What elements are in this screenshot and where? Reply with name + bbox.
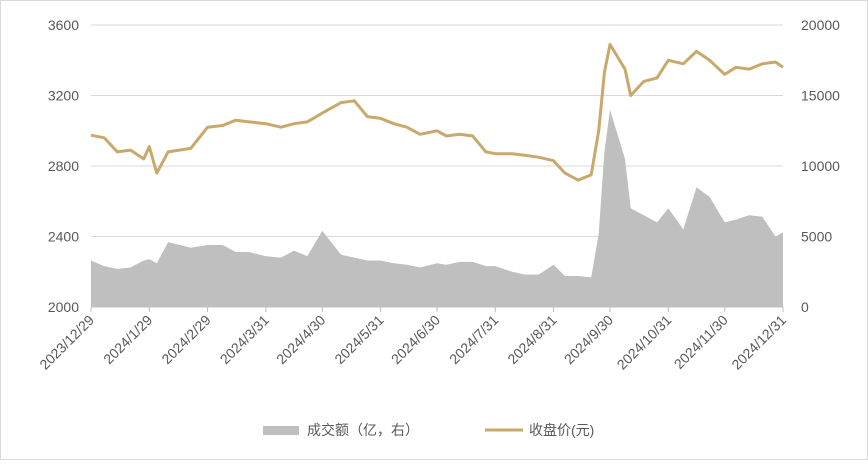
right-tick-label: 15000 [801, 88, 840, 104]
left-tick-label: 3600 [48, 17, 79, 33]
legend-area-swatch [263, 426, 299, 435]
close-price-line [90, 42, 784, 182]
left-tick-label: 2400 [48, 229, 79, 245]
left-tick-label: 3200 [48, 88, 79, 104]
x-tick-label: 2024/4/30 [273, 312, 329, 368]
turnover-area [91, 109, 783, 307]
x-tick-label: 2024/3/31 [217, 312, 273, 368]
right-tick-label: 20000 [801, 17, 840, 33]
left-tick-label: 2800 [48, 158, 79, 174]
left-axis-ticks: 2000 2400 2800 3200 3600 [48, 17, 79, 315]
legend-line-label: 收盘价(元) [529, 422, 594, 438]
x-tick-label: 2024/6/30 [388, 312, 444, 368]
x-tick-label: 2023/12/29 [36, 312, 97, 373]
x-tick-label: 2024/1/29 [100, 312, 156, 368]
x-tick-label: 2024/9/30 [561, 312, 617, 368]
right-tick-label: 10000 [801, 158, 840, 174]
x-axis-ticks: 2023/12/29 2024/1/29 2024/2/29 2024/3/31 202… [36, 307, 789, 373]
x-tick-label: 2024/5/31 [331, 312, 387, 368]
turnover-area-path [91, 109, 783, 307]
x-tick-label: 2024/10/31 [614, 312, 675, 373]
left-tick-label: 2000 [48, 299, 79, 315]
x-tick-label: 2024/12/31 [728, 312, 789, 373]
legend-area-label: 成交额（亿，右） [307, 422, 419, 438]
right-tick-label: 5000 [801, 229, 832, 245]
x-tick-label: 2024/8/31 [504, 312, 560, 368]
close-price-path [90, 42, 784, 182]
x-tick-label: 2024/2/29 [158, 312, 214, 368]
right-tick-label: 0 [801, 299, 809, 315]
right-axis-ticks: 0 5000 10000 15000 20000 [801, 17, 840, 315]
x-tick-label: 2024/7/31 [446, 312, 502, 368]
legend: 成交额（亿，右） 收盘价(元) [263, 422, 594, 438]
x-tick-label: 2024/11/30 [671, 312, 731, 372]
